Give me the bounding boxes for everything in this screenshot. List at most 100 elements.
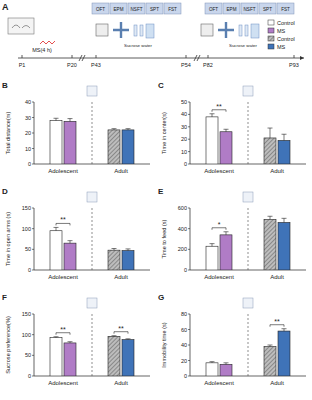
chart: CTime in center(s)01020304050AdolescentA…	[158, 81, 306, 174]
bars	[50, 227, 134, 270]
y-tick	[188, 329, 190, 330]
test-label: SPT	[263, 7, 272, 12]
x-tick-label: Adult	[114, 380, 128, 386]
bar	[122, 251, 134, 270]
x-tick-label: Adolescent	[48, 168, 78, 174]
test-label: FST	[281, 7, 290, 12]
y-tick-label: 10	[25, 146, 31, 152]
bottle-icon	[134, 25, 137, 36]
significance-bracket	[56, 223, 70, 225]
chart: FSucrose preference(%)050100150Adolescen…	[2, 293, 150, 386]
x-tick-label: Adolescent	[48, 380, 78, 386]
y-tick	[32, 334, 34, 335]
age-label: P20	[67, 62, 77, 68]
y-tick	[188, 314, 190, 315]
y-tick	[32, 270, 34, 271]
test-box	[205, 3, 222, 14]
bar	[220, 364, 232, 376]
x-tick-label: Adolescent	[204, 168, 234, 174]
error-bar	[68, 241, 73, 243]
error-bar	[268, 216, 273, 219]
y-tick	[188, 345, 190, 346]
bottle-icon	[245, 25, 248, 36]
y-tick-label: 40	[181, 342, 187, 348]
panel-label: E	[158, 187, 164, 196]
bar	[64, 243, 76, 270]
test-label: FST	[168, 7, 177, 12]
group-separator	[248, 102, 249, 164]
bar	[206, 117, 218, 164]
y-tick	[32, 376, 34, 377]
test-box	[128, 3, 145, 14]
bar	[206, 363, 218, 376]
significance-label: **	[216, 103, 222, 110]
test-box	[241, 3, 258, 14]
y-tick	[32, 314, 34, 315]
y-tick	[188, 208, 190, 209]
y-tick-label: 50	[25, 352, 31, 358]
test-box	[146, 3, 163, 14]
y-tick-label: 0	[184, 161, 187, 167]
test-box	[110, 3, 127, 14]
error-bar	[210, 114, 215, 117]
x-tick-label: Adolescent	[204, 274, 234, 280]
bar	[122, 340, 134, 376]
legend-swatch	[268, 20, 274, 25]
error-bar	[224, 232, 229, 235]
y-tick	[188, 228, 190, 229]
y-tick	[32, 117, 34, 118]
age-label: P93	[289, 62, 299, 68]
test-box	[223, 3, 240, 14]
y-axis	[190, 208, 191, 270]
bar	[278, 331, 290, 376]
bottle-icon	[140, 25, 143, 36]
y-tick	[188, 164, 190, 165]
procedure-label: MS(4 h)	[32, 47, 52, 53]
y-tick	[188, 102, 190, 103]
x-tick-label: Adult	[114, 274, 128, 280]
y-tick	[188, 270, 190, 271]
bar	[108, 130, 120, 164]
test-label: NSFT	[131, 7, 143, 12]
error-bar	[54, 336, 59, 338]
y-tick-label: 0	[28, 373, 31, 379]
y-axis	[190, 102, 191, 164]
significance-bracket	[56, 333, 70, 335]
error-bar	[68, 119, 73, 122]
error-bar	[126, 129, 131, 130]
error-bar	[268, 345, 273, 347]
x-tick-label: Adolescent	[48, 274, 78, 280]
maze-icon	[218, 22, 234, 38]
timeline-tick	[294, 55, 295, 58]
axis-title: Time in center(s)	[161, 112, 167, 154]
y-tick-label: 100	[22, 226, 31, 232]
age-label: P43	[91, 62, 101, 68]
x-tick-label: Adult	[270, 380, 284, 386]
chart: DTime in open arms (s)050100150Adolescen…	[2, 187, 150, 280]
y-tick-label: 50	[181, 99, 187, 105]
bar	[264, 219, 276, 270]
bar	[108, 336, 120, 376]
y-tick	[188, 151, 190, 152]
significance-bracket	[212, 110, 226, 112]
error-bar	[112, 249, 117, 251]
legend-swatch	[268, 36, 274, 41]
test-icon	[243, 298, 253, 308]
test-box	[277, 3, 294, 14]
timeline-tick	[96, 55, 97, 58]
y-tick-label: 600	[178, 205, 187, 211]
bottle-icon	[239, 25, 242, 36]
test-icon	[243, 192, 253, 202]
significance-bracket	[212, 228, 226, 230]
error-bar	[126, 338, 131, 340]
bar	[220, 132, 232, 164]
y-tick-label: 40	[181, 111, 187, 117]
y-tick-label: 100	[22, 332, 31, 338]
y-tick-label: 10	[181, 149, 187, 155]
test-icon	[87, 298, 97, 308]
legend-swatch	[268, 44, 274, 49]
timeline-tick	[72, 55, 73, 58]
bars	[206, 216, 290, 270]
y-tick-label: 400	[178, 226, 187, 232]
significance-label: **	[60, 216, 66, 223]
